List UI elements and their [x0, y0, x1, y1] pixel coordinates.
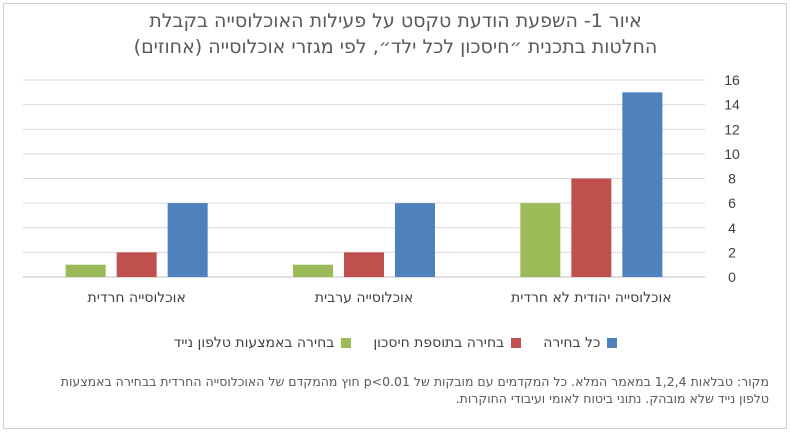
bar — [395, 203, 435, 277]
legend-item: בחירה בתוספת חיסכון — [373, 335, 522, 351]
y-tick-label: 12 — [724, 121, 740, 137]
y-tick-label: 6 — [728, 195, 736, 211]
y-tick-label: 14 — [724, 97, 740, 113]
y-tick-label: 0 — [728, 269, 736, 285]
bar — [65, 264, 106, 277]
legend-swatch — [607, 338, 618, 348]
chart-legend: כל בחירה בחירה בתוספת חיסכון בחירה באמצעות… — [0, 335, 791, 351]
x-category-label: אוכלוסייה יהודית לא חרדית — [511, 290, 672, 306]
bar — [520, 203, 561, 277]
bar — [571, 178, 612, 277]
y-tick-label: 10 — [724, 146, 740, 162]
legend-label: כל בחירה — [543, 335, 601, 351]
chart-title: איור 1- השפעת הודעת טקסט על פעילות האוכל… — [20, 8, 771, 60]
legend-item: בחירה באמצעות טלפון נייד — [174, 335, 352, 351]
bar — [344, 252, 384, 277]
bar — [622, 92, 663, 277]
chart-title-line-1: איור 1- השפעת הודעת טקסט על פעילות האוכל… — [149, 10, 642, 32]
y-tick-label: 2 — [728, 244, 736, 260]
legend-label: בחירה בתוספת חיסכון — [373, 335, 505, 351]
x-category-label: אוכלוסייה חרדית — [88, 290, 186, 306]
y-tick-label: 8 — [728, 171, 736, 187]
legend-label: בחירה באמצעות טלפון נייד — [173, 335, 335, 351]
legend-item: כל בחירה — [543, 335, 618, 351]
legend-swatch — [511, 338, 522, 348]
chart-title-line-2: החלטות בתכנית ״חיסכון לכל ילד״, לפי מגזר… — [133, 36, 658, 58]
bar — [293, 264, 333, 277]
y-tick-label: 4 — [728, 220, 736, 236]
y-tick-label: 16 — [724, 72, 740, 88]
legend-swatch — [341, 338, 352, 348]
bar — [116, 252, 157, 277]
source-note: מקור: טבלאות 1,2,4 במאמר המלא. כל המקדמי… — [60, 374, 769, 406]
chart-frame — [3, 3, 787, 429]
x-category-label: אוכלוסייה ערבית — [315, 290, 413, 306]
bar — [167, 203, 208, 277]
